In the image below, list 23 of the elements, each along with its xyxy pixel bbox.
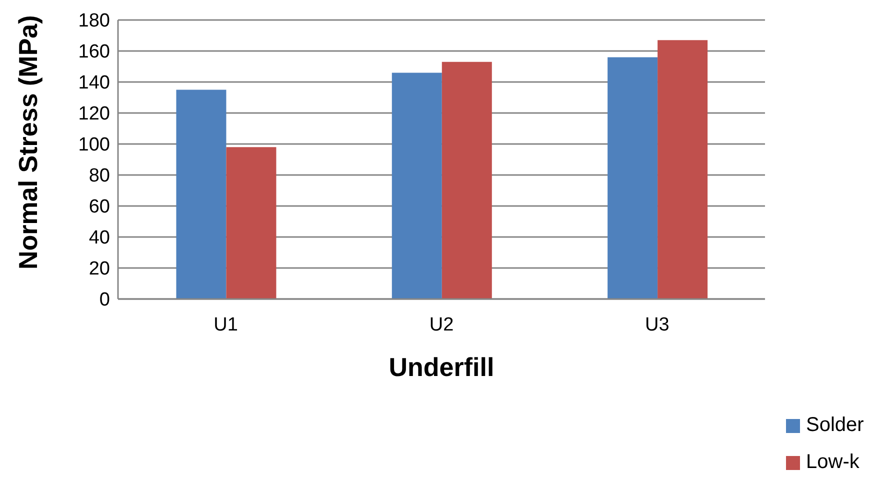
y-tick-label: 60	[88, 196, 110, 218]
x-tick-label: U2	[429, 314, 454, 336]
bar	[176, 90, 226, 299]
y-tick-label: 160	[78, 42, 110, 63]
y-tick-label: 140	[78, 72, 110, 94]
y-tick-label: 100	[78, 134, 110, 156]
bar	[226, 147, 276, 299]
y-tick-label: 180	[78, 10, 110, 32]
y-tick-label: 0	[99, 290, 110, 311]
y-axis-title: Normal Stress (MPa)	[13, 15, 44, 270]
bar	[442, 62, 492, 299]
legend-label: Low-k	[806, 451, 860, 474]
x-axis-title: Underfill	[388, 352, 494, 382]
y-tick-label: 120	[78, 104, 110, 125]
bar	[658, 40, 708, 299]
bar	[392, 72, 442, 299]
y-tick-label: 80	[88, 166, 110, 187]
x-tick-label: U1	[214, 314, 238, 336]
y-tick-label: 20	[88, 258, 110, 280]
legend-label: Solder	[806, 414, 864, 437]
x-tick-label: U3	[645, 314, 670, 336]
y-tick-label: 40	[88, 228, 110, 249]
bar	[608, 57, 658, 299]
